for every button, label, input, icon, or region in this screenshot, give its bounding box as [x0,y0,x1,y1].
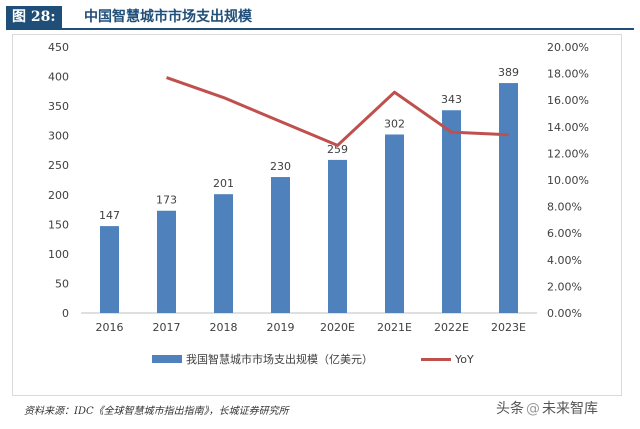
bar [100,226,119,313]
y-right-tick-label: 10.00% [547,174,589,187]
bar-data-label: 147 [99,209,120,222]
x-tick-label: 2023E [491,321,526,334]
x-tick-label: 2016 [96,321,124,334]
combo-chart: 0 50 100 150 200 250 300 350 400 450 0.00% 2.00% 4.0… [48,41,589,334]
legend-bar-label: 我国智慧城市市场支出规模（亿美元） [186,353,373,366]
legend-line-label: YoY [455,352,474,366]
bar-data-label: 201 [213,177,234,190]
x-tick-label: 2021E [377,321,412,334]
bar [271,177,290,313]
y-right-tick-label: 12.00% [547,147,589,160]
x-tick-label: 2019 [267,321,295,334]
y-left-tick-label: 200 [48,189,69,202]
bar [385,134,404,313]
y-left-tick-label: 450 [48,41,69,54]
y-left-tick-label: 0 [62,307,69,320]
y-left-tick-label: 350 [48,100,69,113]
y-left-tick-label: 300 [48,130,69,143]
y-left-tick-label: 150 [48,218,69,231]
bar [157,210,176,313]
y-right-tick-label: 8.00% [547,201,582,214]
y-right-tick-label: 2.00% [547,280,582,293]
bar [442,110,461,313]
y-left-tick-label: 400 [48,71,69,84]
bar-data-label: 389 [498,66,519,79]
y-right-tick-label: 14.00% [547,121,589,134]
y-right-tick-label: 20.00% [547,41,589,54]
bar-data-label: 230 [270,160,291,173]
x-tick-label: 2022E [434,321,469,334]
figure-title: 中国智慧城市市场支出规模 [84,9,252,25]
bar [328,159,347,313]
y-right-tick-label: 18.00% [547,68,589,81]
figure-number: 图 28: [6,6,62,28]
bar-data-label: 343 [441,93,462,106]
x-tick-label: 2018 [210,321,238,334]
y-right-tick-label: 16.00% [547,94,589,107]
figure-title-bar: 图 28: 中国智慧城市市场支出规模 [6,6,634,30]
watermark-right: 未来智库 [542,401,598,417]
y-right-tick-label: 4.00% [547,254,582,267]
legend-line-swatch [421,357,451,361]
watermark-left: 头条 [496,401,524,417]
bar [214,194,233,313]
y-right-tick-label: 6.00% [547,227,582,240]
y-left-tick-label: 250 [48,159,69,172]
y-right-tick-label: 0.00% [547,307,582,320]
bar [499,83,518,314]
chart-legend: 我国智慧城市市场支出规模（亿美元） YoY [152,350,474,368]
bar-data-label: 302 [384,117,405,130]
bar-data-label: 173 [156,194,177,207]
y-left-tick-label: 100 [48,248,69,261]
x-tick-label: 2020E [320,321,355,334]
source-note: 资料来源：IDC《全球智慧城市指出指南》，长城证券研究所 [24,406,289,417]
bar-data-label: 259 [327,143,348,156]
yoy-line [166,76,509,147]
watermark: 头条 @ 未来智库 [496,398,598,418]
x-tick-label: 2017 [153,321,181,334]
legend-bar-swatch [152,355,182,363]
watermark-separator: @ [526,401,540,417]
y-left-tick-label: 50 [55,277,69,290]
chart-frame: 0 50 100 150 200 250 300 350 400 450 0.00% 2.00% 4.0… [12,34,622,396]
